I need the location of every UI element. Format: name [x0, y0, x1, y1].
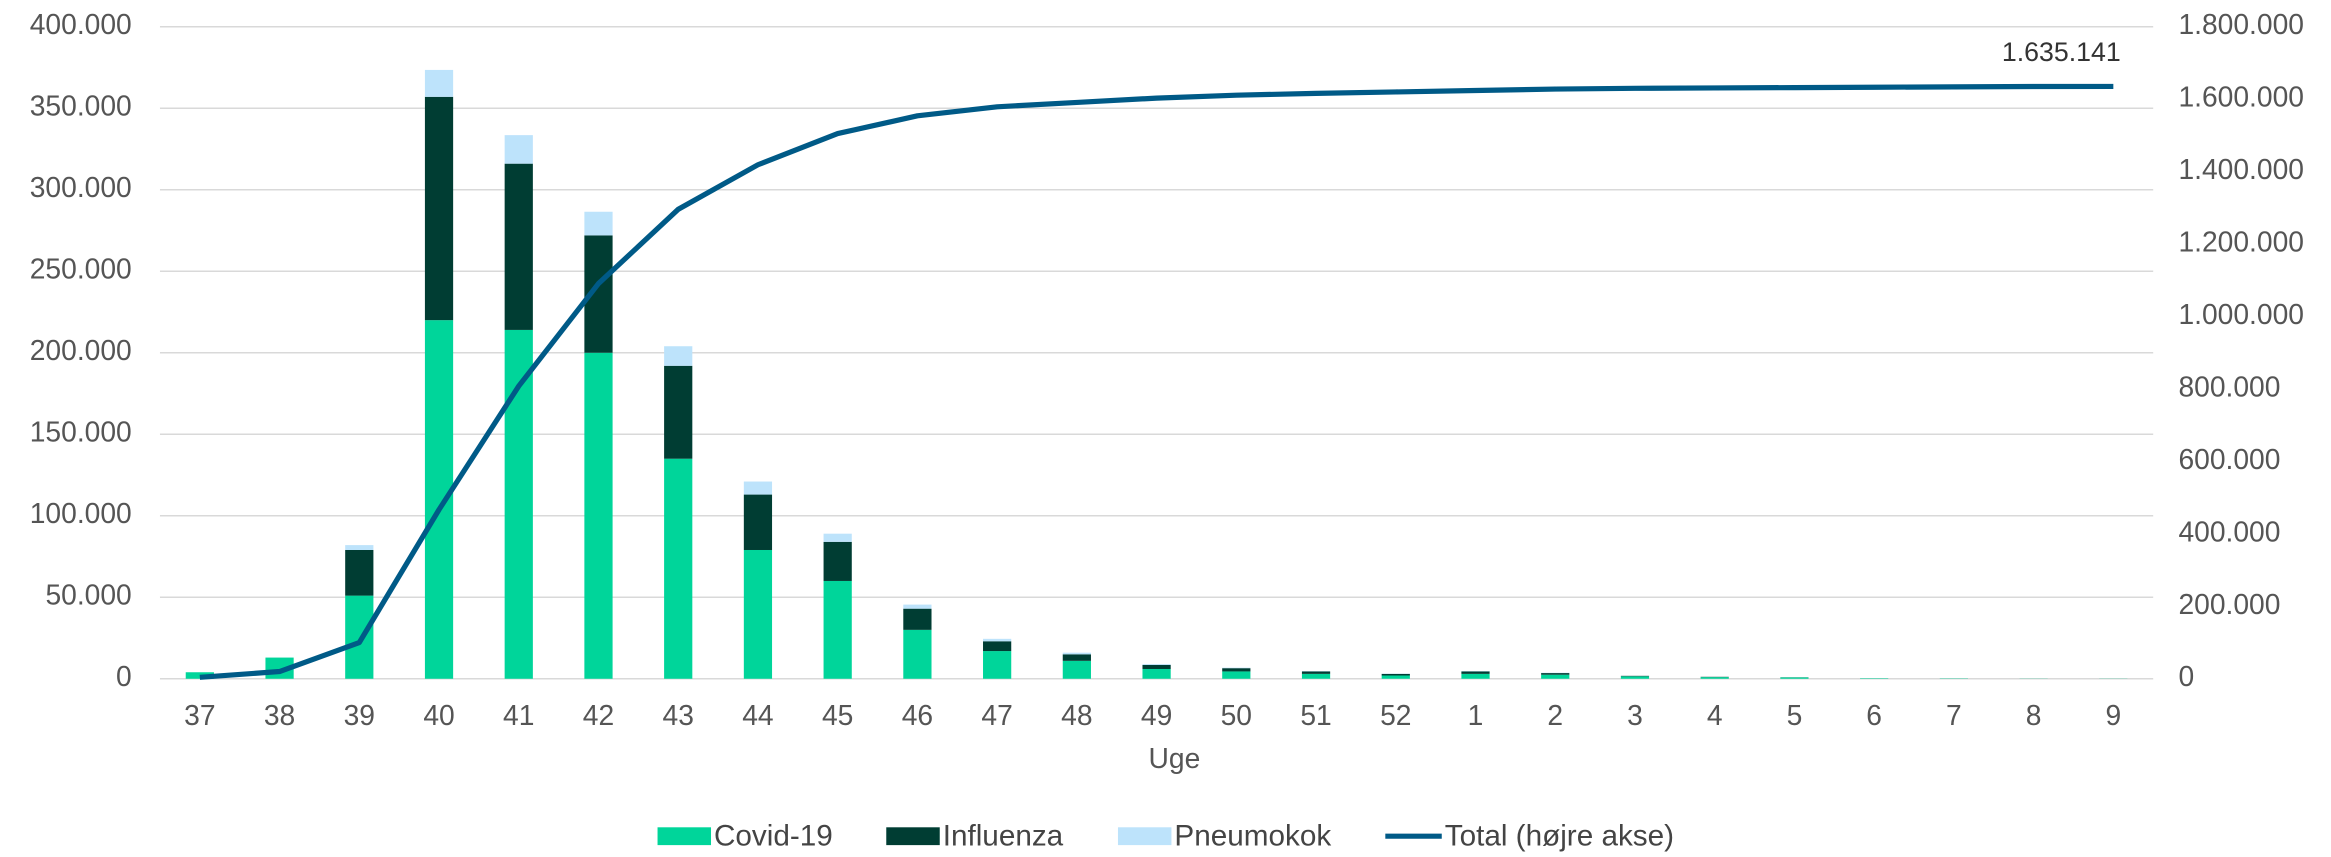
bar-segment	[1461, 673, 1490, 679]
bar-segment	[584, 352, 613, 679]
bar-segment	[903, 604, 932, 609]
x-tick-label: 4	[1707, 699, 1723, 731]
x-tick-label: 42	[583, 699, 614, 731]
y-tick-label: 100.000	[30, 497, 132, 529]
bar-segment	[1062, 654, 1091, 661]
bar-segment	[584, 211, 613, 236]
bar-segment	[1381, 675, 1410, 679]
bar-segment	[345, 545, 374, 550]
x-tick-label: 48	[1061, 699, 1092, 731]
bar-segment	[345, 595, 374, 679]
y-tick-label: 300.000	[30, 171, 132, 203]
bar-segment	[664, 458, 693, 679]
bar-segment	[1780, 677, 1809, 679]
x-tick-label: 5	[1787, 699, 1803, 731]
x-tick-label: 3	[1627, 699, 1643, 731]
x-tick-label: 51	[1300, 699, 1331, 731]
x-tick-label: 40	[423, 699, 454, 731]
y-tick-label: 350.000	[30, 90, 132, 122]
x-tick-label: 37	[184, 699, 215, 731]
bar-segment	[504, 135, 533, 164]
x-tick-label: 41	[503, 699, 534, 731]
y-tick-label: 400.000	[30, 8, 132, 40]
y-tick-label: 200.000	[30, 334, 132, 366]
y2-tick-label: 0	[2178, 660, 2194, 692]
bar-segment	[1541, 674, 1570, 679]
bar-segment	[664, 346, 693, 366]
y2-tick-label: 1.200.000	[2178, 226, 2304, 258]
x-tick-label: 49	[1141, 699, 1172, 731]
bar-segment	[903, 608, 932, 630]
legend-label: Pneumokok	[1174, 820, 1331, 853]
x-tick-label: 6	[1866, 699, 1882, 731]
bar-segment	[1222, 668, 1251, 672]
legend-swatch	[657, 827, 712, 846]
x-tick-label: 43	[663, 699, 694, 731]
bar-segment	[1301, 671, 1331, 674]
y2-tick-label: 1.800.000	[2178, 8, 2304, 40]
bar-segment	[1461, 671, 1490, 674]
bar-segment	[1541, 673, 1570, 675]
x-tick-label: 8	[2026, 699, 2042, 731]
y-tick-label: 0	[116, 660, 132, 692]
legend-label: Total (højre akse)	[1445, 820, 1674, 853]
y-tick-label: 250.000	[30, 253, 132, 285]
bar-segment	[1062, 660, 1091, 679]
bar-segment	[504, 163, 533, 330]
x-tick-label: 1	[1468, 699, 1484, 731]
x-axis-label: Uge	[1149, 742, 1201, 774]
total-line	[199, 83, 2114, 680]
bar-segment	[743, 481, 773, 495]
bar-segment	[1142, 668, 1171, 679]
x-tick-label: 45	[822, 699, 853, 731]
legend-label: Influenza	[943, 820, 1064, 853]
bar-segment	[743, 494, 773, 550]
bar-segment	[823, 580, 852, 679]
bar-segment	[1301, 673, 1331, 679]
bar-segment	[424, 69, 454, 97]
y2-tick-label: 1.000.000	[2178, 298, 2304, 330]
bar-segment	[1381, 673, 1410, 676]
x-tick-label: 9	[2105, 699, 2121, 731]
x-tick-label: 38	[264, 699, 295, 731]
bar-segment	[345, 549, 374, 596]
y-tick-label: 50.000	[45, 579, 131, 611]
bar-segment	[1142, 664, 1171, 665]
bar-segment	[424, 320, 454, 679]
y2-tick-label: 800.000	[2178, 370, 2280, 402]
x-tick-label: 2	[1547, 699, 1563, 731]
x-tick-label: 46	[902, 699, 933, 731]
y2-tick-label: 1.400.000	[2178, 153, 2304, 185]
bar-segment	[983, 641, 1012, 652]
x-tick-label: 44	[742, 699, 773, 731]
x-tick-label: 7	[1946, 699, 1962, 731]
legend-swatch	[1117, 827, 1172, 846]
y2-tick-label: 200.000	[2178, 588, 2280, 620]
bar-segment	[1700, 677, 1729, 679]
legend-swatch	[886, 827, 940, 846]
bar-segment	[743, 549, 773, 679]
bar-segment	[983, 651, 1012, 679]
bar-segment	[1620, 676, 1650, 679]
bar-segment	[903, 629, 932, 679]
bar-segment	[823, 541, 852, 581]
legend-label: Covid-19	[714, 820, 833, 853]
bar-segment	[424, 96, 454, 321]
bar-segment	[1142, 664, 1171, 669]
x-tick-label: 39	[344, 699, 375, 731]
x-tick-label: 52	[1380, 699, 1411, 731]
bar-segment	[1062, 652, 1091, 655]
bar-segment	[664, 365, 693, 459]
y2-tick-label: 1.600.000	[2178, 81, 2304, 113]
y2-tick-label: 400.000	[2178, 515, 2280, 547]
x-tick-label: 50	[1221, 699, 1252, 731]
bar-segment	[983, 638, 1012, 642]
y2-tick-label: 600.000	[2178, 443, 2280, 475]
bar-segment	[1222, 671, 1251, 679]
x-tick-label: 47	[981, 699, 1012, 731]
y-tick-label: 150.000	[30, 416, 132, 448]
bar-segment	[823, 533, 852, 542]
annotation: 1.635.141	[2002, 37, 2121, 67]
